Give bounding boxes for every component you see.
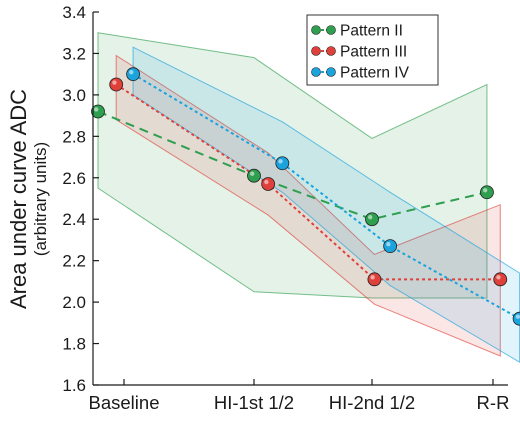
y-tick-label: 2.4: [62, 210, 86, 229]
x-tick-label: R-R: [477, 392, 510, 413]
legend-swatch-marker: [311, 46, 321, 56]
legend-swatch-marker: [326, 25, 336, 35]
pattern-iii-point: [109, 77, 124, 92]
legend-swatch-marker: [326, 46, 336, 56]
x-axis-ticks: Baseline HI-1st 1/2 HI-2nd 1/2 R-R: [89, 379, 510, 413]
pattern-iv-point: [275, 156, 290, 171]
y-tick-label: 2.6: [62, 169, 86, 188]
legend-label: Pattern III: [340, 44, 407, 61]
legend-label: Pattern IV: [340, 65, 410, 82]
legend-swatch-marker: [326, 67, 336, 77]
pattern-iii-band: [115, 54, 501, 357]
legend-swatch-marker: [311, 25, 321, 35]
legend-swatch-marker: [311, 67, 321, 77]
y-tick-label: 2.0: [62, 293, 86, 312]
pattern-ii-point: [247, 168, 261, 183]
legend-entry-pattern-iv: Pattern IV: [311, 65, 410, 82]
pattern-ii-band: [97, 32, 488, 299]
pattern-iii-line: [115, 83, 501, 281]
pattern-ii-point: [480, 185, 494, 200]
y-axis-title: Area under curve ADC: [6, 89, 31, 309]
y-axis-label: Area under curve ADC (arbitrary units): [6, 89, 50, 309]
legend-entry-pattern-ii: Pattern II: [311, 23, 403, 40]
x-tick-label: HI-1st 1/2: [214, 392, 294, 413]
confidence-bands: [97, 32, 520, 364]
pattern-iii-point: [367, 272, 382, 287]
legend-label: Pattern II: [340, 23, 403, 40]
y-tick-label: 1.8: [62, 335, 86, 354]
pattern-ii-point: [365, 212, 379, 227]
pattern-iii-point: [493, 272, 508, 287]
y-axis-subtitle: (arbitrary units): [31, 142, 50, 256]
y-tick-label: 3.2: [62, 44, 86, 63]
pattern-ii-point: [91, 104, 105, 119]
pattern-iv-point: [512, 311, 520, 326]
y-tick-label: 1.6: [62, 376, 86, 395]
pattern-iv-point: [126, 67, 141, 82]
legend: Pattern II Pattern III Pattern IV: [306, 14, 439, 86]
pattern-iv-line: [132, 73, 520, 320]
data-points: [91, 67, 520, 326]
legend-entry-pattern-iii: Pattern III: [311, 44, 407, 61]
y-axis-ticks: 1.6 1.8 2.0 2.2 2.4 2.6 2.8 3.0 3.2 3.4: [62, 3, 99, 395]
y-tick-label: 3.0: [62, 86, 86, 105]
pattern-ii-line: [97, 110, 488, 221]
y-tick-label: 3.4: [62, 3, 86, 22]
pattern-iii-point: [261, 177, 276, 191]
series-lines: [97, 73, 520, 320]
x-tick-label: HI-2nd 1/2: [329, 392, 415, 413]
y-tick-label: 2.8: [62, 127, 86, 146]
x-tick-label: Baseline: [89, 392, 160, 413]
y-tick-label: 2.2: [62, 252, 86, 271]
axes: [92, 12, 508, 386]
pattern-iv-point: [383, 239, 398, 254]
